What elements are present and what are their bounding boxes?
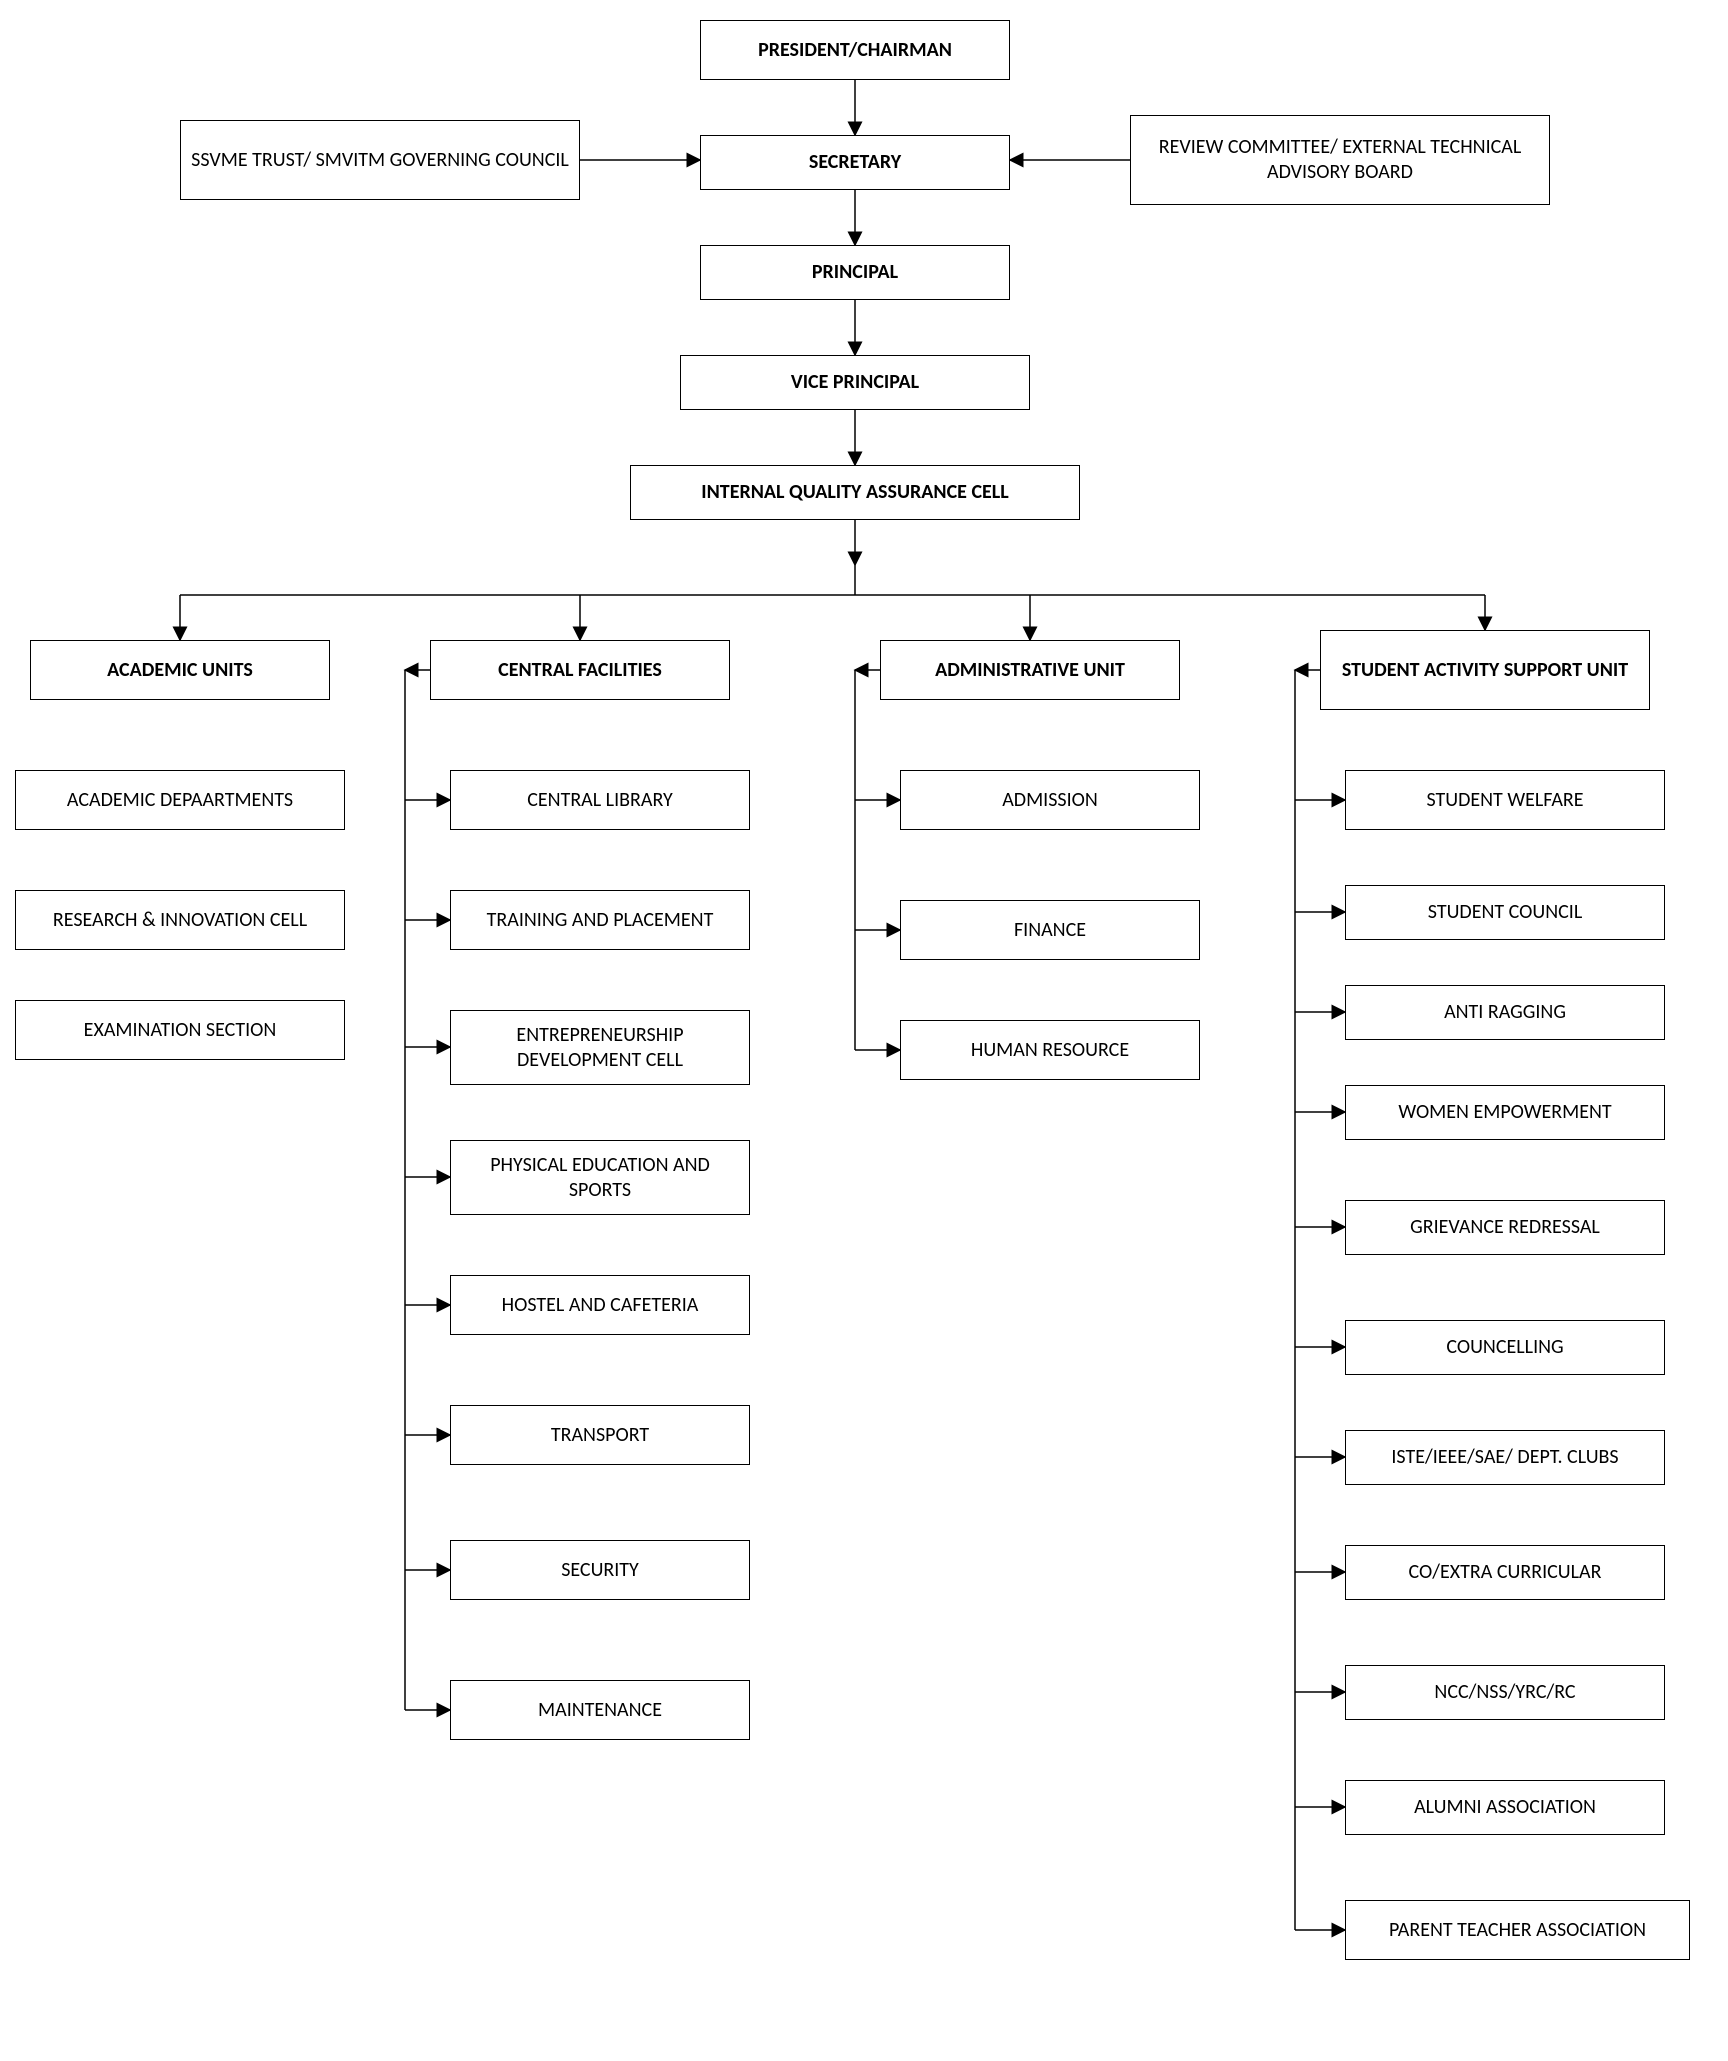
node-ad_admission: ADMISSION [900, 770, 1200, 830]
node-label: GRIEVANCE REDRESSAL [1410, 1215, 1600, 1240]
node-ac_depts: ACADEMIC DEPAARTMENTS [15, 770, 345, 830]
node-st_pta: PARENT TEACHER ASSOCIATION [1345, 1900, 1690, 1960]
node-st_grievance: GRIEVANCE REDRESSAL [1345, 1200, 1665, 1255]
node-central: CENTRAL FACILITIES [430, 640, 730, 700]
node-label: PHYSICAL EDUCATION AND SPORTS [459, 1153, 741, 1203]
node-cf_sports: PHYSICAL EDUCATION AND SPORTS [450, 1140, 750, 1215]
node-label: ADMINISTRATIVE UNIT [935, 658, 1125, 683]
node-st_women: WOMEN EMPOWERMENT [1345, 1085, 1665, 1140]
node-cf_training: TRAINING AND PLACEMENT [450, 890, 750, 950]
node-label: EXAMINATION SECTION [84, 1018, 277, 1043]
node-label: RESEARCH & INNOVATION CELL [53, 908, 307, 933]
node-st_welfare: STUDENT WELFARE [1345, 770, 1665, 830]
node-label: MAINTENANCE [538, 1698, 662, 1723]
node-viceprincipal: VICE PRINCIPAL [680, 355, 1030, 410]
node-review: REVIEW COMMITTEE/ EXTERNAL TECHNICAL ADV… [1130, 115, 1550, 205]
node-label: TRANSPORT [551, 1423, 649, 1448]
node-president: PRESIDENT/CHAIRMAN [700, 20, 1010, 80]
node-label: STUDENT COUNCIL [1428, 900, 1582, 925]
node-label: REVIEW COMMITTEE/ EXTERNAL TECHNICAL ADV… [1139, 135, 1541, 185]
node-label: CENTRAL LIBRARY [527, 788, 673, 813]
node-label: ANTI RAGGING [1444, 1000, 1566, 1025]
node-admin: ADMINISTRATIVE UNIT [880, 640, 1180, 700]
node-st_clubs: ISTE/IEEE/SAE/ DEPT. CLUBS [1345, 1430, 1665, 1485]
node-cf_hostel: HOSTEL AND CAFETERIA [450, 1275, 750, 1335]
node-trust: SSVME TRUST/ SMVITM GOVERNING COUNCIL [180, 120, 580, 200]
node-iqac: INTERNAL QUALITY ASSURANCE CELL [630, 465, 1080, 520]
node-label: SECRETARY [809, 150, 901, 175]
node-ad_finance: FINANCE [900, 900, 1200, 960]
node-st_extra: CO/EXTRA CURRICULAR [1345, 1545, 1665, 1600]
node-cf_library: CENTRAL LIBRARY [450, 770, 750, 830]
node-label: STUDENT ACTIVITY SUPPORT UNIT [1342, 658, 1628, 683]
node-st_council: STUDENT COUNCIL [1345, 885, 1665, 940]
node-label: WOMEN EMPOWERMENT [1398, 1100, 1611, 1125]
node-label: SSVME TRUST/ SMVITM GOVERNING COUNCIL [191, 148, 569, 173]
node-st_alumni: ALUMNI ASSOCIATION [1345, 1780, 1665, 1835]
node-cf_entr: ENTREPRENEURSHIP DEVELOPMENT CELL [450, 1010, 750, 1085]
node-label: ISTE/IEEE/SAE/ DEPT. CLUBS [1391, 1445, 1618, 1470]
node-label: VICE PRINCIPAL [791, 370, 919, 395]
node-label: CENTRAL FACILITIES [498, 658, 662, 683]
node-label: COUNCELLING [1446, 1335, 1563, 1360]
node-label: HOSTEL AND CAFETERIA [502, 1293, 699, 1318]
node-ac_exam: EXAMINATION SECTION [15, 1000, 345, 1060]
node-label: ACADEMIC UNITS [107, 658, 253, 683]
node-st_counc: COUNCELLING [1345, 1320, 1665, 1375]
node-principal: PRINCIPAL [700, 245, 1010, 300]
node-cf_maint: MAINTENANCE [450, 1680, 750, 1740]
node-label: PRINCIPAL [812, 260, 898, 285]
node-label: INTERNAL QUALITY ASSURANCE CELL [701, 480, 1008, 505]
node-label: STUDENT WELFARE [1426, 788, 1583, 813]
node-cf_transport: TRANSPORT [450, 1405, 750, 1465]
node-st_ragging: ANTI RAGGING [1345, 985, 1665, 1040]
node-label: FINANCE [1014, 918, 1086, 943]
node-label: ALUMNI ASSOCIATION [1414, 1795, 1596, 1820]
node-label: PARENT TEACHER ASSOCIATION [1389, 1918, 1646, 1943]
node-label: HUMAN RESOURCE [971, 1038, 1129, 1063]
node-academic: ACADEMIC UNITS [30, 640, 330, 700]
node-secretary: SECRETARY [700, 135, 1010, 190]
node-label: CO/EXTRA CURRICULAR [1409, 1560, 1602, 1585]
org-chart-canvas: PRESIDENT/CHAIRMAN SSVME TRUST/ SMVITM GO… [0, 0, 1728, 2061]
node-label: TRAINING AND PLACEMENT [487, 908, 714, 933]
node-st_ncc: NCC/NSS/YRC/RC [1345, 1665, 1665, 1720]
node-ad_hr: HUMAN RESOURCE [900, 1020, 1200, 1080]
node-label: ADMISSION [1002, 788, 1098, 813]
node-ac_research: RESEARCH & INNOVATION CELL [15, 890, 345, 950]
node-label: ENTREPRENEURSHIP DEVELOPMENT CELL [459, 1023, 741, 1073]
node-label: ACADEMIC DEPAARTMENTS [67, 788, 293, 813]
node-label: PRESIDENT/CHAIRMAN [758, 38, 952, 63]
node-cf_security: SECURITY [450, 1540, 750, 1600]
node-student: STUDENT ACTIVITY SUPPORT UNIT [1320, 630, 1650, 710]
node-label: SECURITY [561, 1558, 639, 1583]
node-label: NCC/NSS/YRC/RC [1434, 1680, 1575, 1705]
